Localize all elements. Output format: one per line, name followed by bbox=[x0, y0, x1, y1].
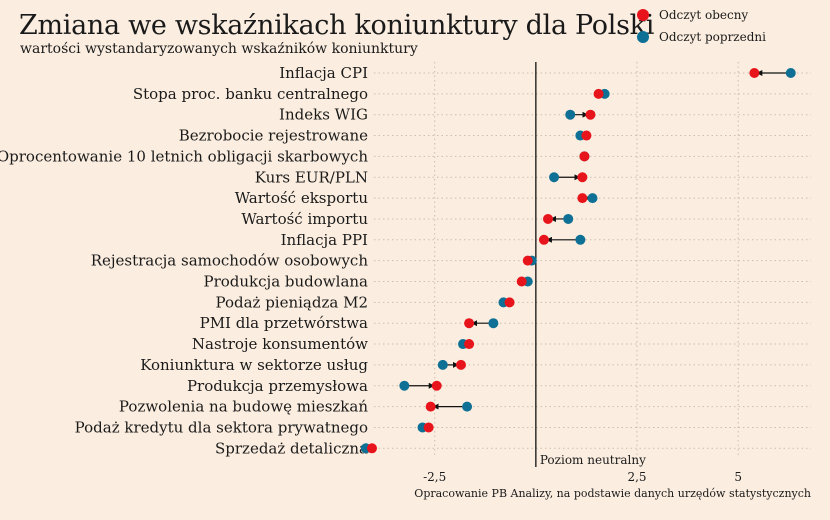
category-label: Wartość eksportu bbox=[235, 189, 369, 207]
current-value-point bbox=[538, 234, 549, 245]
previous-value-point bbox=[437, 359, 448, 370]
previous-value-point bbox=[462, 401, 473, 412]
chart-title: Zmiana we wskaźnikach koniunktury dla Po… bbox=[19, 10, 655, 41]
current-value-point bbox=[366, 443, 377, 454]
current-value-point bbox=[522, 255, 533, 266]
change-arrows bbox=[363, 70, 791, 452]
grid bbox=[374, 62, 811, 456]
legend-item-current: Odczyt obecny bbox=[637, 4, 766, 26]
category-label: Nastroje konsumentów bbox=[192, 335, 368, 353]
category-label: Wartość importu bbox=[241, 210, 368, 228]
x-tick-label: 2,5 bbox=[627, 470, 646, 484]
legend-item-previous: Odczyt poprzedni bbox=[637, 26, 766, 48]
current-value-point bbox=[464, 339, 475, 350]
x-tick-label: 5 bbox=[734, 470, 742, 484]
category-label: Inflacja PPI bbox=[281, 231, 368, 249]
source-caption: Opracowanie PB Analizy, na podstawie dan… bbox=[414, 487, 811, 500]
x-tick-label: -2,5 bbox=[423, 470, 446, 484]
category-label: Koniunktura w sektorze usług bbox=[140, 356, 368, 374]
category-label: PMI dla przetwórstwa bbox=[200, 314, 368, 332]
current-value-point bbox=[516, 276, 527, 287]
current-value-point bbox=[542, 213, 553, 224]
legend-label-previous: Odczyt poprzedni bbox=[659, 30, 766, 44]
current-value-point bbox=[425, 401, 436, 412]
current-points bbox=[366, 68, 760, 454]
category-label: Podaż pieniądza M2 bbox=[215, 293, 368, 311]
category-label: Indeks WIG bbox=[279, 106, 368, 124]
legend-marker-previous bbox=[637, 31, 649, 43]
current-value-point bbox=[581, 130, 592, 141]
previous-value-point bbox=[549, 172, 560, 183]
category-label: Bezrobocie rejestrowane bbox=[179, 127, 368, 145]
previous-value-point bbox=[399, 380, 410, 391]
neutral-line-label: Poziom neutralny bbox=[540, 453, 646, 467]
current-value-point bbox=[577, 172, 588, 183]
current-value-point bbox=[749, 68, 760, 78]
current-value-point bbox=[423, 422, 434, 433]
category-label: Produkcja budowlana bbox=[204, 273, 369, 291]
previous-value-point bbox=[488, 318, 499, 329]
current-value-point bbox=[431, 380, 442, 391]
category-label: Podaż kredytu dla sektora prywatnego bbox=[75, 418, 368, 436]
chart-subtitle: wartości wystandaryzowanych wskaźników k… bbox=[20, 41, 418, 57]
category-label: Produkcja przemysłowa bbox=[187, 377, 368, 395]
category-label: Stopa proc. banku centralnego bbox=[133, 85, 368, 103]
legend-marker-current bbox=[637, 9, 649, 21]
current-value-point bbox=[504, 297, 515, 308]
current-value-point bbox=[455, 359, 466, 370]
current-value-point bbox=[579, 151, 590, 162]
category-label: Sprzedaż detaliczna bbox=[215, 439, 368, 457]
current-value-point bbox=[593, 88, 604, 99]
current-value-point bbox=[464, 318, 475, 329]
category-label: Pozwolenia na budowę mieszkań bbox=[119, 398, 368, 416]
category-label: Kurs EUR/PLN bbox=[255, 168, 368, 186]
previous-value-point bbox=[587, 193, 598, 204]
legend: Odczyt obecny Odczyt poprzedni bbox=[637, 4, 766, 48]
legend-label-current: Odczyt obecny bbox=[659, 8, 749, 22]
category-label: Oprocentowanie 10 letnich obligacji skar… bbox=[0, 147, 368, 165]
previous-value-point bbox=[565, 109, 576, 120]
previous-value-point bbox=[563, 213, 574, 224]
neutral-line-group: Poziom neutralny bbox=[535, 62, 646, 467]
category-label: Rejestracja samochodów osobowych bbox=[91, 252, 369, 270]
current-value-point bbox=[585, 109, 596, 120]
category-label: Inflacja CPI bbox=[279, 64, 368, 82]
previous-value-point bbox=[575, 234, 586, 245]
category-labels: Inflacja CPI Stopa proc. banku centralneg… bbox=[0, 64, 368, 457]
previous-value-point bbox=[785, 68, 796, 78]
x-axis-ticks: -2,5 2,5 5 bbox=[423, 470, 742, 484]
current-value-point bbox=[577, 193, 588, 204]
